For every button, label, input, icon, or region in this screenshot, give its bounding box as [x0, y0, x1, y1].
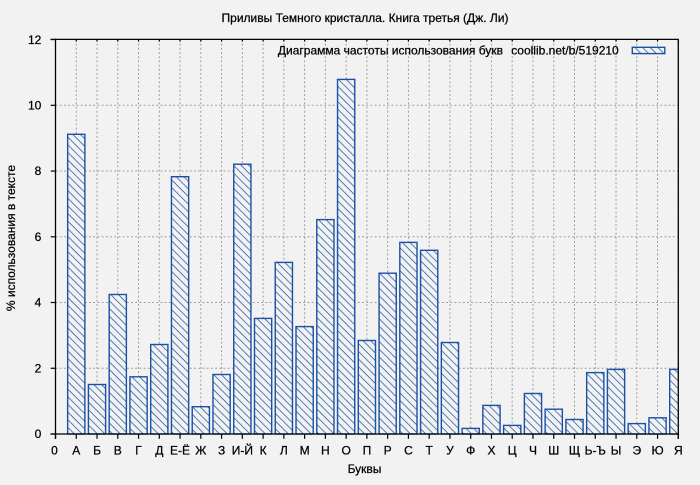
svg-text:Буквы: Буквы	[348, 462, 382, 476]
svg-text:О: О	[341, 444, 350, 458]
svg-text:Е-Ё: Е-Ё	[170, 444, 190, 458]
svg-text:Х: Х	[487, 444, 495, 458]
svg-text:4: 4	[35, 296, 42, 310]
svg-text:Ь-Ъ: Ь-Ъ	[585, 444, 606, 458]
svg-text:Н: Н	[321, 444, 330, 458]
svg-text:А: А	[72, 444, 80, 458]
svg-text:0: 0	[51, 444, 58, 458]
svg-text:Диаграмма частоты использовани: Диаграмма частоты использования букв	[278, 43, 503, 57]
svg-text:Ш: Ш	[548, 444, 559, 458]
svg-text:Л: Л	[280, 444, 288, 458]
svg-text:8: 8	[35, 164, 42, 178]
svg-text:З: З	[218, 444, 225, 458]
svg-text:К: К	[260, 444, 267, 458]
svg-text:Г: Г	[135, 444, 142, 458]
svg-text:М: М	[300, 444, 310, 458]
svg-text:Ч: Ч	[529, 444, 537, 458]
svg-text:Ф: Ф	[466, 444, 475, 458]
svg-text:В: В	[114, 444, 122, 458]
svg-text:2: 2	[35, 361, 42, 375]
svg-text:С: С	[404, 444, 413, 458]
svg-text:12: 12	[28, 33, 42, 47]
svg-text:И-Й: И-Й	[232, 443, 253, 458]
svg-text:Приливы Темного кристалла. Кни: Приливы Темного кристалла. Книга третья …	[222, 11, 509, 25]
svg-text:10: 10	[28, 99, 42, 113]
svg-text:Р: Р	[384, 444, 392, 458]
svg-text:Ю: Ю	[651, 444, 663, 458]
svg-text:Ж: Ж	[195, 444, 206, 458]
svg-text:Я: Я	[674, 444, 683, 458]
svg-text:Щ: Щ	[569, 444, 580, 458]
svg-text:П: П	[363, 444, 372, 458]
svg-text:0: 0	[35, 427, 42, 441]
svg-text:Ц: Ц	[508, 444, 517, 458]
svg-text:Ы: Ы	[611, 444, 622, 458]
svg-text:Т: Т	[426, 444, 434, 458]
svg-text:6: 6	[35, 230, 42, 244]
svg-text:Б: Б	[93, 444, 101, 458]
svg-text:coollib.net/b/519210: coollib.net/b/519210	[511, 43, 619, 57]
svg-text:Д: Д	[155, 444, 163, 458]
svg-text:У: У	[446, 444, 454, 458]
svg-text:Э: Э	[632, 444, 641, 458]
svg-text:% использования в тексте: % использования в тексте	[4, 165, 18, 311]
